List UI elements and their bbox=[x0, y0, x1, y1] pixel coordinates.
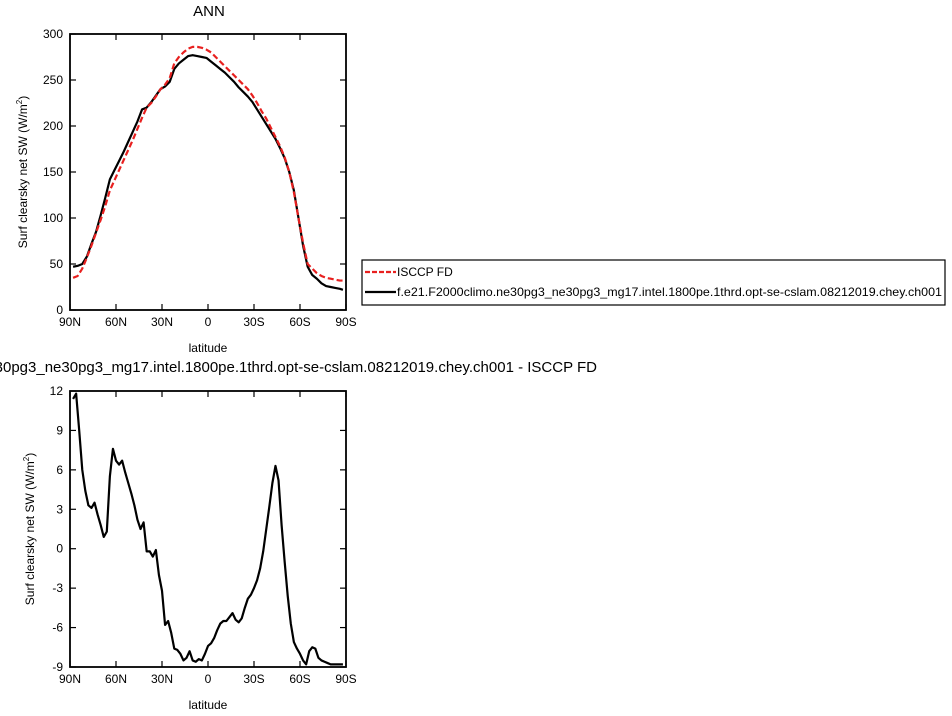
series-layer bbox=[72, 45, 344, 291]
x-tick-label: 30N bbox=[151, 672, 173, 686]
plot-frame bbox=[69, 390, 347, 668]
x-tick-label: 0 bbox=[205, 315, 212, 329]
y-tick-label: 6 bbox=[56, 463, 63, 477]
panel-title: f.e21.F2000climo.ne30pg3_ne30pg3_mg17.in… bbox=[0, 359, 597, 376]
x-tick-label: 30N bbox=[151, 315, 173, 329]
y-tick-label: 12 bbox=[50, 384, 64, 398]
x-tick-label: 90S bbox=[335, 315, 356, 329]
legend: ISCCP FD f.e21.F2000climo.ne30pg3_ne30pg… bbox=[361, 259, 946, 306]
series-layer bbox=[72, 392, 343, 666]
x-tick-label: 30S bbox=[243, 315, 264, 329]
y-tick-label: 50 bbox=[50, 257, 64, 271]
plot-frame bbox=[69, 33, 347, 311]
panel-difference: f.e21.F2000climo.ne30pg3_ne30pg3_mg17.in… bbox=[0, 359, 597, 712]
y-axis-label: Surf clearsky net SW (W/m2) bbox=[15, 96, 30, 248]
x-tick-label: 90S bbox=[335, 672, 356, 686]
x-axis-label: latitude bbox=[189, 341, 228, 355]
y-tick-label: 200 bbox=[43, 119, 63, 133]
x-tick-label: 60S bbox=[289, 315, 310, 329]
y-tick-label: -9 bbox=[52, 660, 63, 674]
x-tick-label: 60N bbox=[105, 672, 127, 686]
panel-title: ANN bbox=[193, 3, 225, 20]
y-axis-label: Surf clearsky net SW (W/m2) bbox=[22, 453, 37, 605]
legend-label-model: f.e21.F2000climo.ne30pg3_ne30pg3_mg17.in… bbox=[397, 285, 942, 299]
y-tick-label: 100 bbox=[43, 211, 63, 225]
y-tick-label: -6 bbox=[52, 621, 63, 635]
x-tick-label: 60S bbox=[289, 672, 310, 686]
y-ticks: -9 -6 -3 0 3 6 9 12 bbox=[50, 384, 346, 674]
series-line-model bbox=[72, 392, 343, 666]
y-tick-label: -3 bbox=[52, 581, 63, 595]
x-tick-label: 0 bbox=[205, 672, 212, 686]
y-tick-label: 250 bbox=[43, 73, 63, 87]
plot-area bbox=[69, 33, 347, 311]
legend-label-isccp: ISCCP FD bbox=[397, 265, 453, 279]
x-tick-label: 90N bbox=[59, 672, 81, 686]
plot-area bbox=[69, 390, 347, 668]
legend-box bbox=[361, 259, 946, 306]
y-tick-label: 0 bbox=[56, 542, 63, 556]
y-tick-label: 150 bbox=[43, 165, 63, 179]
x-axis-label: latitude bbox=[189, 698, 228, 712]
x-ticks: 90N 60N 30N 0 30S 60S 90S bbox=[59, 391, 357, 686]
y-tick-label: 3 bbox=[56, 502, 63, 516]
x-tick-label: 60N bbox=[105, 315, 127, 329]
y-tick-label: 0 bbox=[56, 303, 63, 317]
series-line-isccp bbox=[72, 45, 343, 282]
series-line-model bbox=[72, 54, 344, 291]
y-tick-label: 300 bbox=[43, 27, 63, 41]
x-ticks: 90N 60N 30N 0 30S 60S 90S bbox=[59, 34, 357, 329]
x-tick-label: 30S bbox=[243, 672, 264, 686]
y-tick-label: 9 bbox=[56, 423, 63, 437]
x-tick-label: 90N bbox=[59, 315, 81, 329]
y-ticks: 0 50 100 150 200 250 300 bbox=[43, 27, 346, 317]
